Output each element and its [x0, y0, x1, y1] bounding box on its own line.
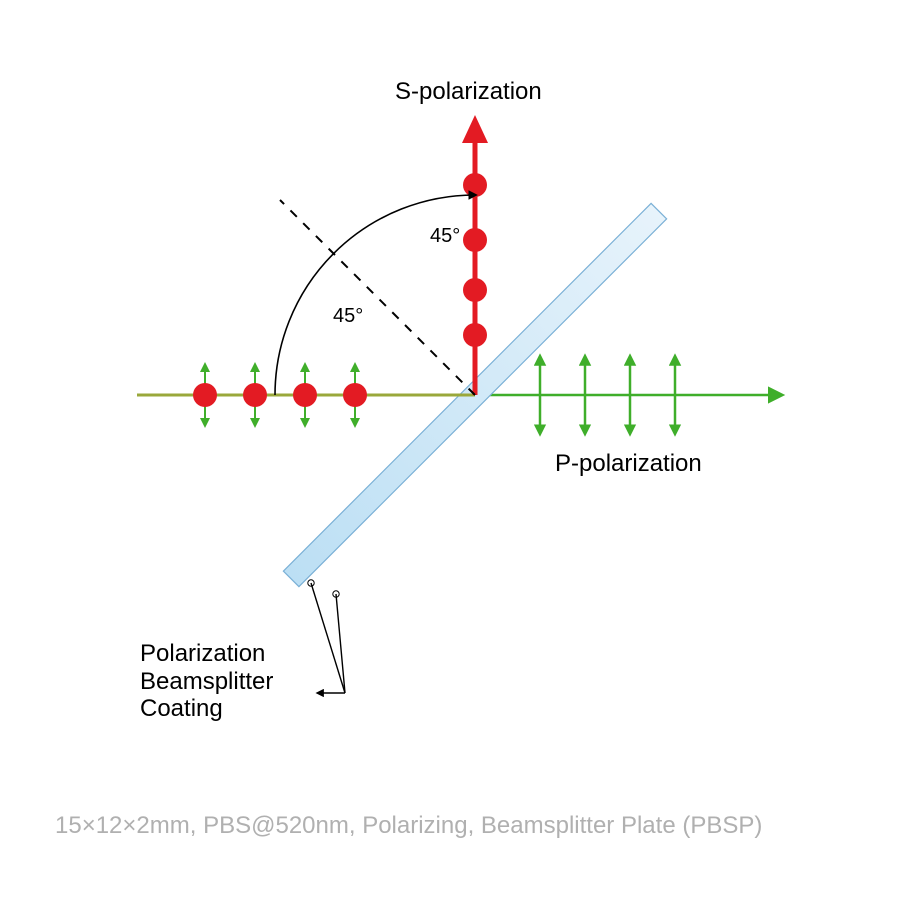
- angle-label-upper: 45°: [430, 225, 460, 248]
- coating-callout: [308, 580, 345, 693]
- p-polarization-beam: [475, 357, 780, 433]
- angle-label-lower: 45°: [333, 305, 363, 328]
- coating-label: Polarization Beamsplitter Coating: [140, 640, 273, 723]
- diagram-canvas: [0, 0, 900, 900]
- p-polarization-label: P-polarization: [555, 450, 702, 478]
- figure-caption: 15×12×2mm, PBS@520nm, Polarizing, Beamsp…: [55, 810, 845, 842]
- incident-beam: [137, 365, 475, 425]
- s-polarization-label: S-polarization: [395, 78, 542, 106]
- s-polarization-beam: [462, 115, 488, 395]
